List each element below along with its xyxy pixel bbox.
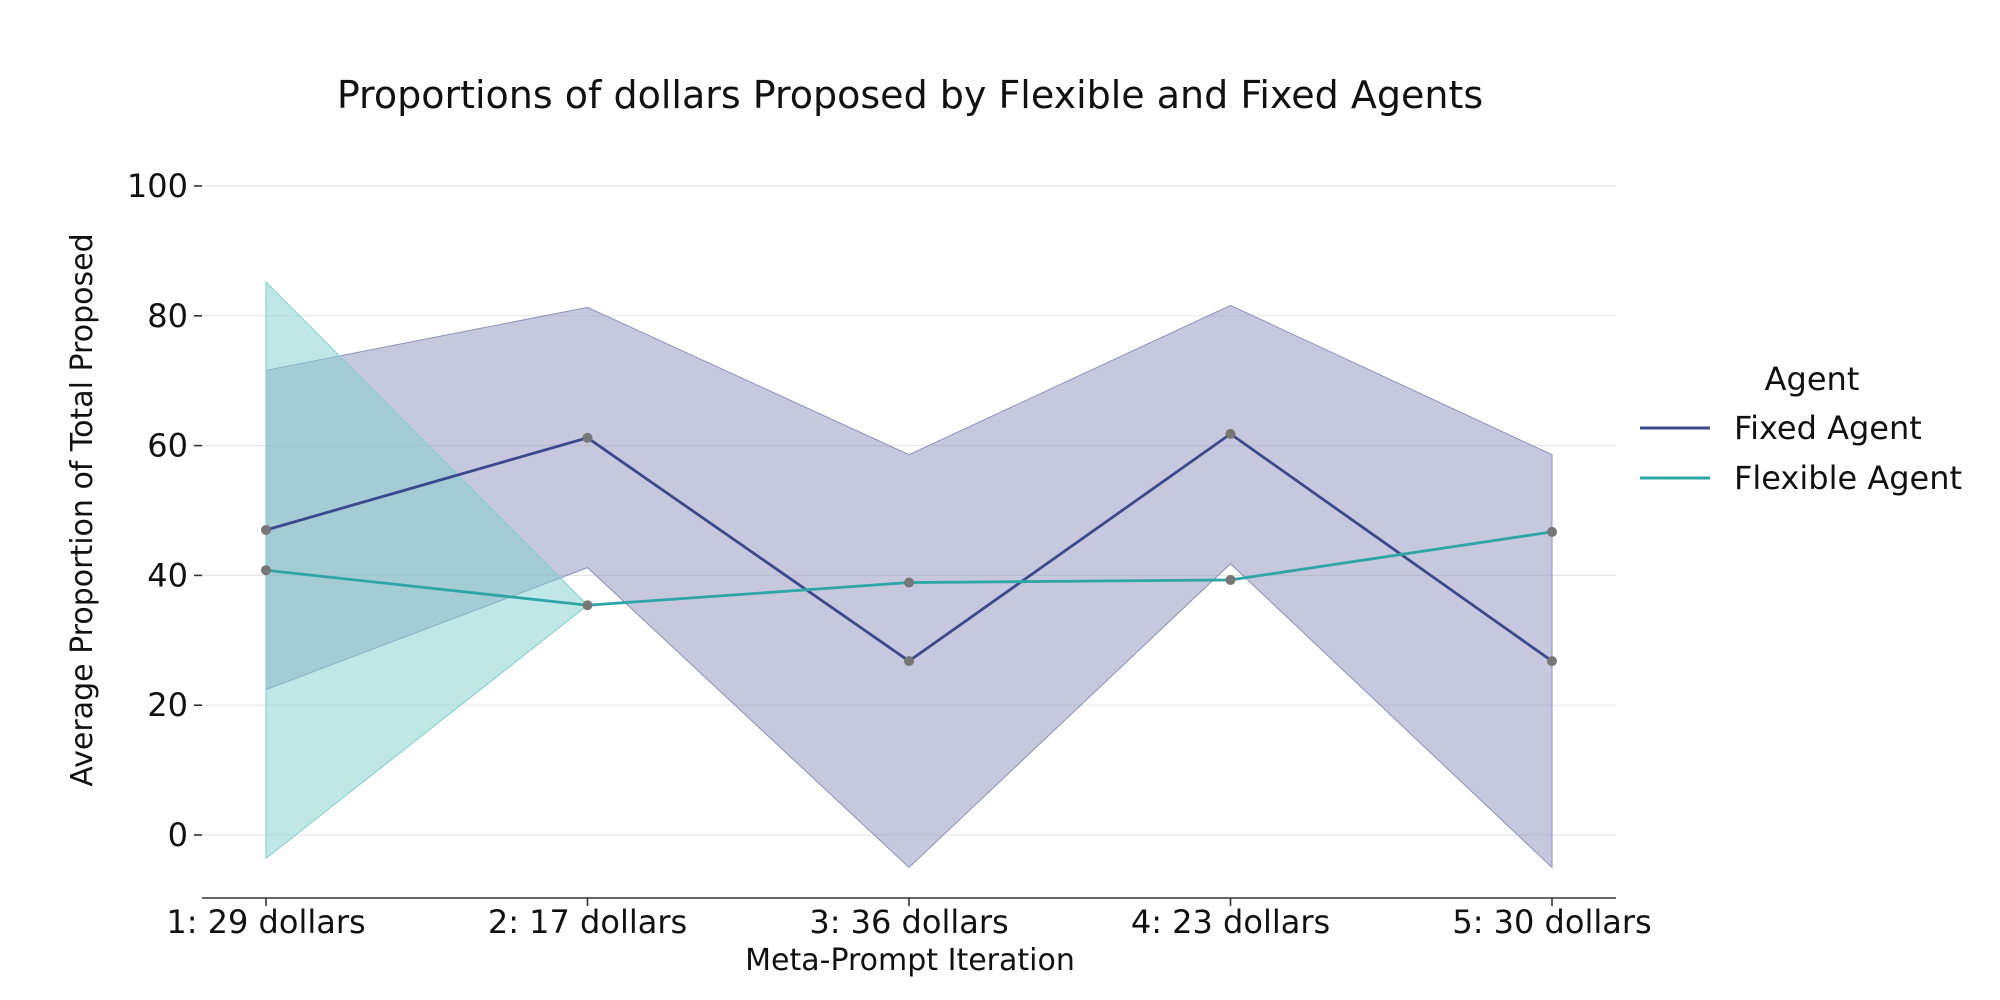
chart-title: Proportions of dollars Proposed by Flexi… (337, 73, 1483, 117)
x-axis: 1: 29 dollars 2: 17 dollars 3: 36 dollars 4… (166, 897, 1652, 941)
x-tick-label: 3: 36 dollars (809, 903, 1008, 941)
data-points (261, 428, 1557, 667)
confidence-bands (265, 280, 1553, 869)
x-tick-label: 1: 29 dollars (166, 903, 365, 941)
fixed-agent-point (904, 656, 914, 667)
y-tick-label: 40 (147, 556, 188, 594)
legend-label-fixed-agent: Fixed Agent (1734, 409, 1922, 447)
fixed-agent-point (261, 524, 271, 535)
x-tick-label: 2: 17 dollars (488, 903, 687, 941)
fixed-agent-point (582, 432, 593, 443)
legend-title: Agent (1765, 360, 1860, 398)
y-tick-label: 60 (147, 427, 188, 465)
legend-label-flexible-agent: Flexible Agent (1734, 459, 1962, 497)
legend: Agent Fixed Agent Flexible Agent (1640, 360, 1962, 497)
flexible-agent-point (261, 565, 271, 576)
x-tick-label: 5: 30 dollars (1452, 903, 1651, 941)
fixed-agent-point (1225, 428, 1236, 439)
x-tick-label: 4: 23 dollars (1131, 903, 1330, 941)
y-axis-label: Average Proportion of Total Proposed (65, 233, 100, 786)
y-tick-label: 100 (127, 167, 188, 205)
y-tick-label: 20 (147, 686, 188, 724)
flexible-agent-point (582, 600, 593, 611)
x-axis-label: Meta-Prompt Iteration (745, 943, 1075, 978)
fixed-agent-point (1547, 656, 1557, 667)
y-tick-label: 0 (168, 816, 188, 854)
y-tick-label: 80 (147, 297, 188, 335)
y-axis: 0 20 40 60 80 100 (127, 167, 202, 854)
flexible-agent-point (904, 577, 914, 588)
flexible-agent-point (1547, 526, 1557, 537)
flexible-agent-point (1225, 574, 1236, 585)
